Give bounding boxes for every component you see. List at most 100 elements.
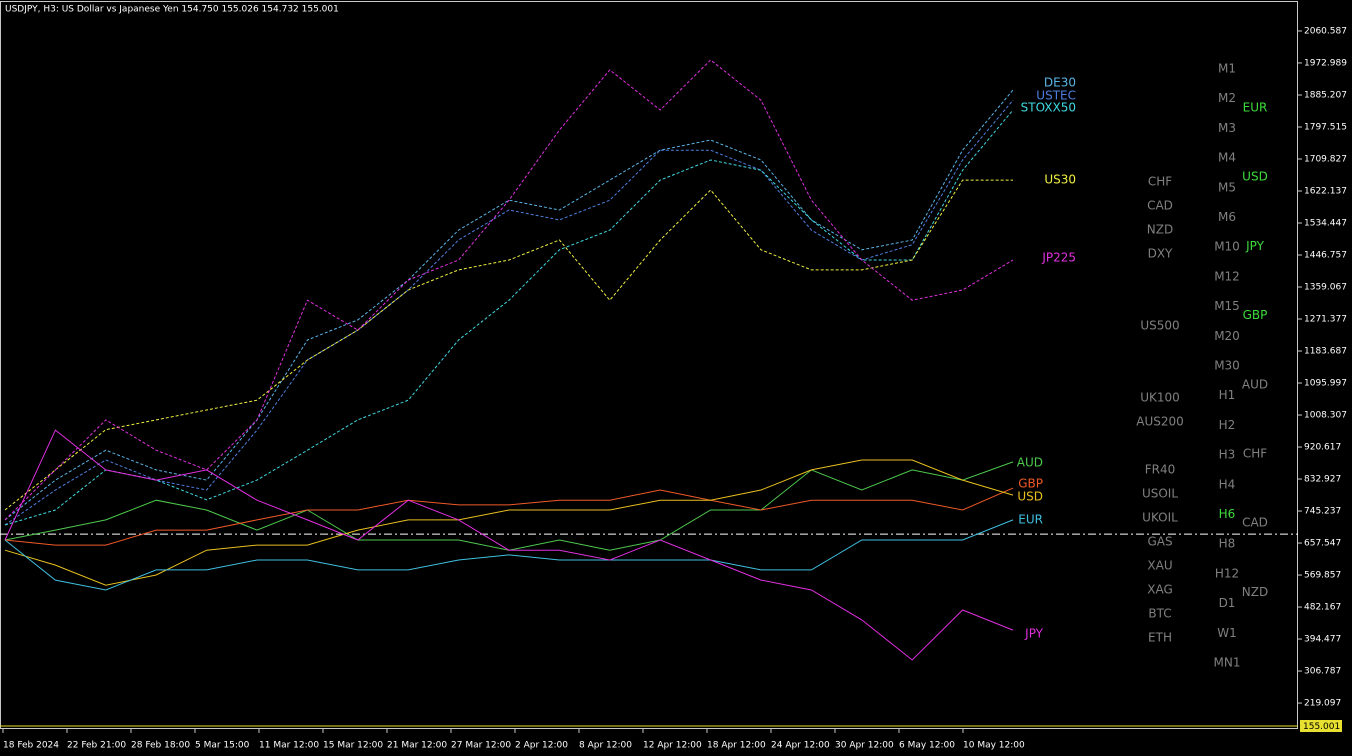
y-tick-label: 219.097	[1304, 699, 1341, 709]
timeframe-button[interactable]: M20	[1214, 329, 1240, 343]
timeframe-button[interactable]: M12	[1214, 269, 1240, 283]
timeframe-button[interactable]: MN1	[1214, 656, 1241, 670]
symbol-button[interactable]: UK100	[1140, 391, 1180, 405]
y-tick-label: 1972.989	[1304, 58, 1347, 68]
symbol-button[interactable]: XAU	[1147, 559, 1172, 573]
x-tick-label: 30 Apr 12:00	[835, 741, 894, 751]
y-tick-label: 1534.447	[1304, 219, 1347, 229]
symbol-button[interactable]: UKOIL	[1142, 511, 1178, 525]
timeframe-button[interactable]: D1	[1219, 596, 1236, 610]
currency-button[interactable]: CAD	[1242, 516, 1268, 530]
x-tick-label: 27 Mar 12:00	[451, 741, 511, 751]
series-label: GBP	[1018, 477, 1043, 491]
symbol-button[interactable]: XAG	[1147, 583, 1173, 597]
symbol-button[interactable]: GAS	[1147, 535, 1172, 549]
series-label: AUD	[1017, 456, 1043, 470]
currency-button[interactable]: EUR	[1243, 101, 1268, 115]
symbol-button[interactable]: AUS200	[1136, 415, 1184, 429]
x-tick-label: 8 Apr 12:00	[579, 741, 632, 751]
timeframe-button[interactable]: M3	[1218, 121, 1236, 135]
timeframe-button[interactable]: M1	[1218, 62, 1236, 76]
y-tick-label: 482.167	[1304, 603, 1341, 613]
y-tick-label: 1095.997	[1304, 379, 1347, 389]
symbol-button[interactable]: USOIL	[1142, 487, 1178, 501]
y-tick-label: 306.787	[1304, 667, 1341, 677]
timeframe-button[interactable]: H2	[1219, 418, 1236, 432]
x-tick-label: 11 Mar 12:00	[259, 741, 319, 751]
timeframe-button[interactable]: H8	[1219, 537, 1236, 551]
y-tick-label: 1709.827	[1304, 154, 1347, 164]
y-tick-label: 1359.067	[1304, 283, 1347, 293]
timeframe-button[interactable]: H1	[1219, 388, 1236, 402]
x-tick-label: 18 Feb 2024	[3, 741, 59, 751]
timeframe-button[interactable]: M15	[1214, 299, 1240, 313]
symbol-button[interactable]: CAD	[1147, 199, 1173, 213]
x-tick-label: 28 Feb 18:00	[131, 741, 190, 751]
series-label: JP225	[1041, 251, 1076, 265]
currency-button[interactable]: JPY	[1245, 239, 1265, 253]
series-label: DE30	[1044, 76, 1076, 90]
currency-button[interactable]: GBP	[1243, 308, 1268, 322]
currency-button[interactable]: AUD	[1242, 377, 1268, 391]
timeframe-button[interactable]: M30	[1214, 359, 1240, 373]
y-tick-label: 1271.377	[1304, 315, 1347, 325]
x-tick-label: 10 May 12:00	[963, 741, 1025, 751]
x-tick-label: 2 Apr 12:00	[515, 741, 568, 751]
currency-button[interactable]: NZD	[1242, 585, 1268, 599]
symbol-button[interactable]: US500	[1140, 319, 1179, 333]
y-tick-label: 394.477	[1304, 635, 1341, 645]
series-line	[4, 459, 1014, 586]
timeframe-button[interactable]: M4	[1218, 151, 1236, 165]
timeframe-button[interactable]: H12	[1215, 566, 1239, 580]
timeframe-button[interactable]: M10	[1214, 240, 1240, 254]
series-label: STOXX50	[1021, 101, 1076, 115]
y-tick-label: 1008.307	[1304, 411, 1347, 421]
series-line	[4, 461, 1014, 551]
y-tick-label: 1446.757	[1304, 251, 1347, 261]
symbol-button[interactable]: NZD	[1147, 223, 1173, 237]
y-tick-label: 1183.687	[1304, 347, 1347, 357]
timeframe-button[interactable]: H3	[1219, 448, 1236, 462]
x-tick-label: 12 Apr 12:00	[643, 741, 702, 751]
x-tick-label: 5 Mar 15:00	[195, 741, 250, 751]
y-tick-label: 1797.515	[1304, 122, 1347, 132]
symbol-button[interactable]: DXY	[1148, 247, 1173, 261]
series-label: JPY	[1024, 627, 1044, 641]
timeframe-button[interactable]: M6	[1218, 210, 1236, 224]
x-tick-label: 15 Mar 12:00	[323, 741, 383, 751]
y-tick-label: 2060.587	[1304, 26, 1347, 36]
y-tick-label: 745.237	[1304, 507, 1341, 517]
symbol-button[interactable]: FR40	[1145, 463, 1176, 477]
symbol-button[interactable]: ETH	[1148, 631, 1172, 645]
symbol-button[interactable]: BTC	[1148, 607, 1171, 621]
timeframe-button[interactable]: H6	[1219, 507, 1236, 521]
plot-frame	[0, 1, 1298, 729]
x-tick-label: 18 Apr 12:00	[707, 741, 766, 751]
currency-button[interactable]: CHF	[1243, 447, 1267, 461]
series-line	[4, 487, 1014, 546]
y-tick-label: 569.857	[1304, 571, 1341, 581]
y-tick-label: 832.927	[1304, 475, 1341, 485]
series-label: USD	[1017, 490, 1043, 504]
timeframe-button[interactable]: H4	[1219, 477, 1236, 491]
series-line	[4, 429, 1014, 661]
chart-title: USDJPY, H3: US Dollar vs Japanese Yen 15…	[5, 5, 339, 15]
series-line	[4, 179, 1013, 511]
series-label: EUR	[1018, 513, 1043, 527]
y-tick-label: 1885.207	[1304, 90, 1347, 100]
series-line	[4, 519, 1014, 591]
timeframe-button[interactable]: W1	[1217, 626, 1237, 640]
currency-button[interactable]: USD	[1242, 170, 1268, 184]
series-line	[4, 89, 1014, 521]
y-tick-label: 920.617	[1304, 443, 1341, 453]
price-box	[1300, 720, 1342, 732]
symbol-button[interactable]: CHF	[1148, 175, 1172, 189]
timeframe-button[interactable]: M5	[1218, 180, 1236, 194]
price-label: 155.001	[1303, 722, 1340, 732]
x-tick-label: 6 May 12:00	[899, 741, 955, 751]
x-tick-label: 24 Apr 12:00	[771, 741, 830, 751]
series-line	[4, 109, 1014, 526]
timeframe-button[interactable]: M2	[1218, 91, 1236, 105]
series-line	[4, 99, 1014, 526]
